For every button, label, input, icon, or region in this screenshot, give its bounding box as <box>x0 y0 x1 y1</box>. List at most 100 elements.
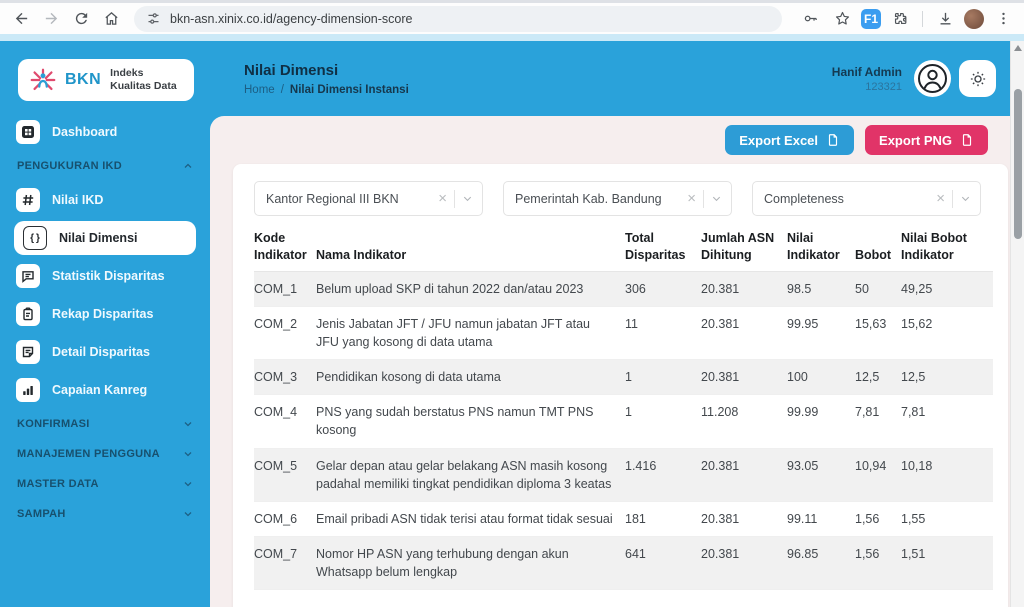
section-label: PENGUKURAN IKD <box>17 160 123 172</box>
cell-bobot: 15,63 <box>855 316 887 331</box>
export-png-label: Export PNG <box>879 132 952 148</box>
sidebar-item-label: Nilai Dimensi <box>59 231 138 245</box>
export-png-button[interactable]: Export PNG <box>865 125 988 155</box>
export-excel-button[interactable]: Export Excel <box>725 125 855 155</box>
extension-f-icon[interactable]: F1 <box>861 8 881 29</box>
password-key-icon[interactable] <box>797 6 823 32</box>
table-header: Kode Indikator Nama Indikator Total Disp… <box>254 230 993 272</box>
breadcrumb-home[interactable]: Home <box>244 83 275 96</box>
export-file-icon <box>828 134 838 146</box>
filter-row: Kantor Regional III BKN × Pemerintah Kab… <box>254 181 993 216</box>
sidebar-item-rekap-disparitas[interactable]: Rekap Disparitas <box>0 295 210 333</box>
content-area: Export Excel Export PNG Kantor Regional … <box>210 116 1010 607</box>
cell-bobot: 12,5 <box>855 370 880 385</box>
col-kode: Kode Indikator <box>254 231 307 262</box>
cell-nilai: 96.85 <box>787 546 819 561</box>
reload-icon[interactable] <box>68 6 94 32</box>
page-top-strip <box>0 34 1024 41</box>
filter-divider <box>952 189 953 208</box>
scrollbar-thumb[interactable] <box>1013 89 1022 239</box>
browser-profile-avatar[interactable] <box>964 8 984 29</box>
chevron-down-icon[interactable] <box>455 193 473 204</box>
cell-bobot: 1,56 <box>855 511 880 526</box>
sidebar-section-sampah[interactable]: SAMPAH <box>0 499 210 529</box>
col-nama: Nama Indikator <box>316 247 407 262</box>
site-settings-icon[interactable] <box>146 11 161 26</box>
breadcrumb-current: Nilai Dimensi Instansi <box>289 83 409 96</box>
cell-nama: Nomor HP ASN yang terhubung dengan akun … <box>316 546 569 579</box>
cell-jumlah: 20.381 <box>701 281 740 296</box>
cell-nama: Gelar depan atau gelar belakang ASN masi… <box>316 458 612 491</box>
filter-dimension-select[interactable]: Completeness × <box>752 181 981 216</box>
clear-icon[interactable]: × <box>687 190 696 207</box>
back-icon[interactable] <box>8 6 34 32</box>
sidebar-item-label: Nilai IKD <box>52 193 104 207</box>
table-row: COM_2 Jenis Jabatan JFT / JFU namun jaba… <box>254 307 993 361</box>
clear-icon[interactable]: × <box>936 190 945 207</box>
app-logo[interactable]: BKN Indeks Kualitas Data <box>18 59 194 101</box>
filter-kanreg-select[interactable]: Kantor Regional III BKN × <box>254 181 483 216</box>
sidebar-section-konfirmasi[interactable]: KONFIRMASI <box>0 409 210 439</box>
sidebar-item-dashboard[interactable]: Dashboard <box>0 113 210 151</box>
braces-icon: { } <box>23 226 47 250</box>
scroll-up-arrow-icon[interactable] <box>1013 45 1022 51</box>
cell-kode: COM_7 <box>254 546 298 561</box>
sidebar-section-master-data[interactable]: MASTER DATA <box>0 469 210 499</box>
sidebar-item-capaian-kanreg[interactable]: Capaian Kanreg <box>0 371 210 409</box>
user-avatar[interactable] <box>914 60 951 97</box>
cell-total: 1 <box>625 405 632 420</box>
hash-icon <box>16 188 40 212</box>
chevron-down-icon[interactable] <box>704 193 722 204</box>
theme-toggle-button[interactable] <box>959 60 996 97</box>
bookmark-star-icon[interactable] <box>829 6 855 32</box>
browser-menu-kebab-icon[interactable] <box>990 6 1016 32</box>
sidebar-item-nilai-dimensi[interactable]: { } Nilai Dimensi <box>14 221 196 255</box>
col-jumlah: Jumlah ASN Dihitung <box>701 231 775 262</box>
filter-value: Completeness <box>764 191 844 206</box>
clear-icon[interactable]: × <box>438 190 447 207</box>
cell-nilai: 98.5 <box>787 281 812 296</box>
sidebar-item-label: Capaian Kanreg <box>52 383 148 397</box>
cell-bobot: 1,56 <box>855 546 880 561</box>
extensions-puzzle-icon[interactable] <box>887 6 913 32</box>
user-id: 123321 <box>865 80 902 93</box>
chevron-down-icon <box>182 418 194 430</box>
cell-nilai-bobot: 49,25 <box>901 281 933 296</box>
cell-total: 1 <box>625 370 632 385</box>
downloads-icon[interactable] <box>932 6 958 32</box>
section-label: KONFIRMASI <box>17 418 90 430</box>
cell-nilai-bobot: 10,18 <box>901 458 933 473</box>
chevron-down-icon[interactable] <box>953 193 971 204</box>
sidebar-section-pengukuran-ikd[interactable]: PENGUKURAN IKD <box>0 151 210 181</box>
cell-jumlah: 11.208 <box>701 405 739 420</box>
brand-text: BKN <box>65 71 102 88</box>
export-excel-label: Export Excel <box>739 132 819 148</box>
sidebar-item-label: Rekap Disparitas <box>52 307 154 321</box>
address-bar[interactable]: bkn-asn.xinix.co.id/agency-dimension-sco… <box>134 5 782 32</box>
bar-chart-icon <box>16 378 40 402</box>
filter-instansi-select[interactable]: Pemerintah Kab. Bandung × <box>503 181 732 216</box>
cell-kode: COM_4 <box>254 405 298 420</box>
section-label: MANAJEMEN PENGGUNA <box>17 448 160 460</box>
sun-icon <box>970 71 985 86</box>
cell-jumlah: 20.381 <box>701 458 740 473</box>
browser-toolbar: bkn-asn.xinix.co.id/agency-dimension-sco… <box>0 0 1024 34</box>
table-row: COM_6 Email pribadi ASN tidak terisi ata… <box>254 502 993 537</box>
sidebar-section-manajemen-pengguna[interactable]: MANAJEMEN PENGGUNA <box>0 439 210 469</box>
page-scrollbar[interactable] <box>1010 41 1024 607</box>
sidebar-item-statistik-disparitas[interactable]: Statistik Disparitas <box>0 257 210 295</box>
forward-icon[interactable] <box>38 6 64 32</box>
url-text[interactable]: bkn-asn.xinix.co.id/agency-dimension-sco… <box>170 11 413 26</box>
table-row: COM_5 Gelar depan atau gelar belakang AS… <box>254 448 993 502</box>
home-icon[interactable] <box>98 6 124 32</box>
brand-subtitle: Indeks Kualitas Data <box>110 67 177 92</box>
cell-total: 181 <box>625 511 646 526</box>
cell-nama: PNS yang sudah berstatus PNS namun TMT P… <box>316 405 594 438</box>
dashboard-icon <box>16 120 40 144</box>
sidebar-item-detail-disparitas[interactable]: Detail Disparitas <box>0 333 210 371</box>
table-row: COM_1 Belum upload SKP di tahun 2022 dan… <box>254 271 993 307</box>
note-icon <box>16 340 40 364</box>
sidebar-item-nilai-ikd[interactable]: Nilai IKD <box>0 181 210 219</box>
file-icon <box>962 134 972 146</box>
